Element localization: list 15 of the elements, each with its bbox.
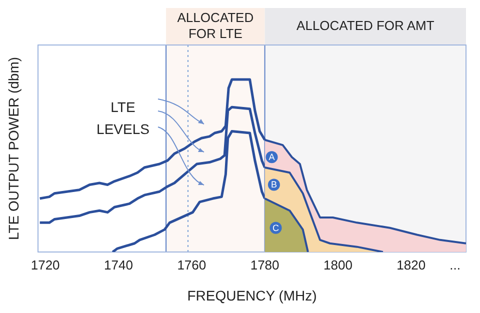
x-tick-label: ...	[450, 257, 460, 272]
annotation: B	[270, 180, 277, 190]
annotation: A	[268, 152, 275, 162]
x-tick-label: 1820	[396, 257, 426, 272]
x-tick-label: 1720	[30, 257, 60, 272]
x-axis-title: FREQUENCY (MHz)	[187, 287, 317, 304]
x-tick-label: 1780	[250, 257, 280, 272]
band-label: ALLOCATED FOR LTE	[177, 10, 254, 42]
y-axis-title: LTE OUTPUT POWER (dbm)	[5, 56, 22, 240]
x-tick-label: 1740	[104, 257, 133, 272]
annotation: LTE LEVELS	[96, 98, 150, 139]
annotation: C	[272, 222, 280, 233]
x-tick-label: 1760	[177, 257, 206, 272]
band-label: ALLOCATED FOR AMT	[296, 18, 434, 34]
x-tick-label: 1800	[324, 257, 352, 272]
